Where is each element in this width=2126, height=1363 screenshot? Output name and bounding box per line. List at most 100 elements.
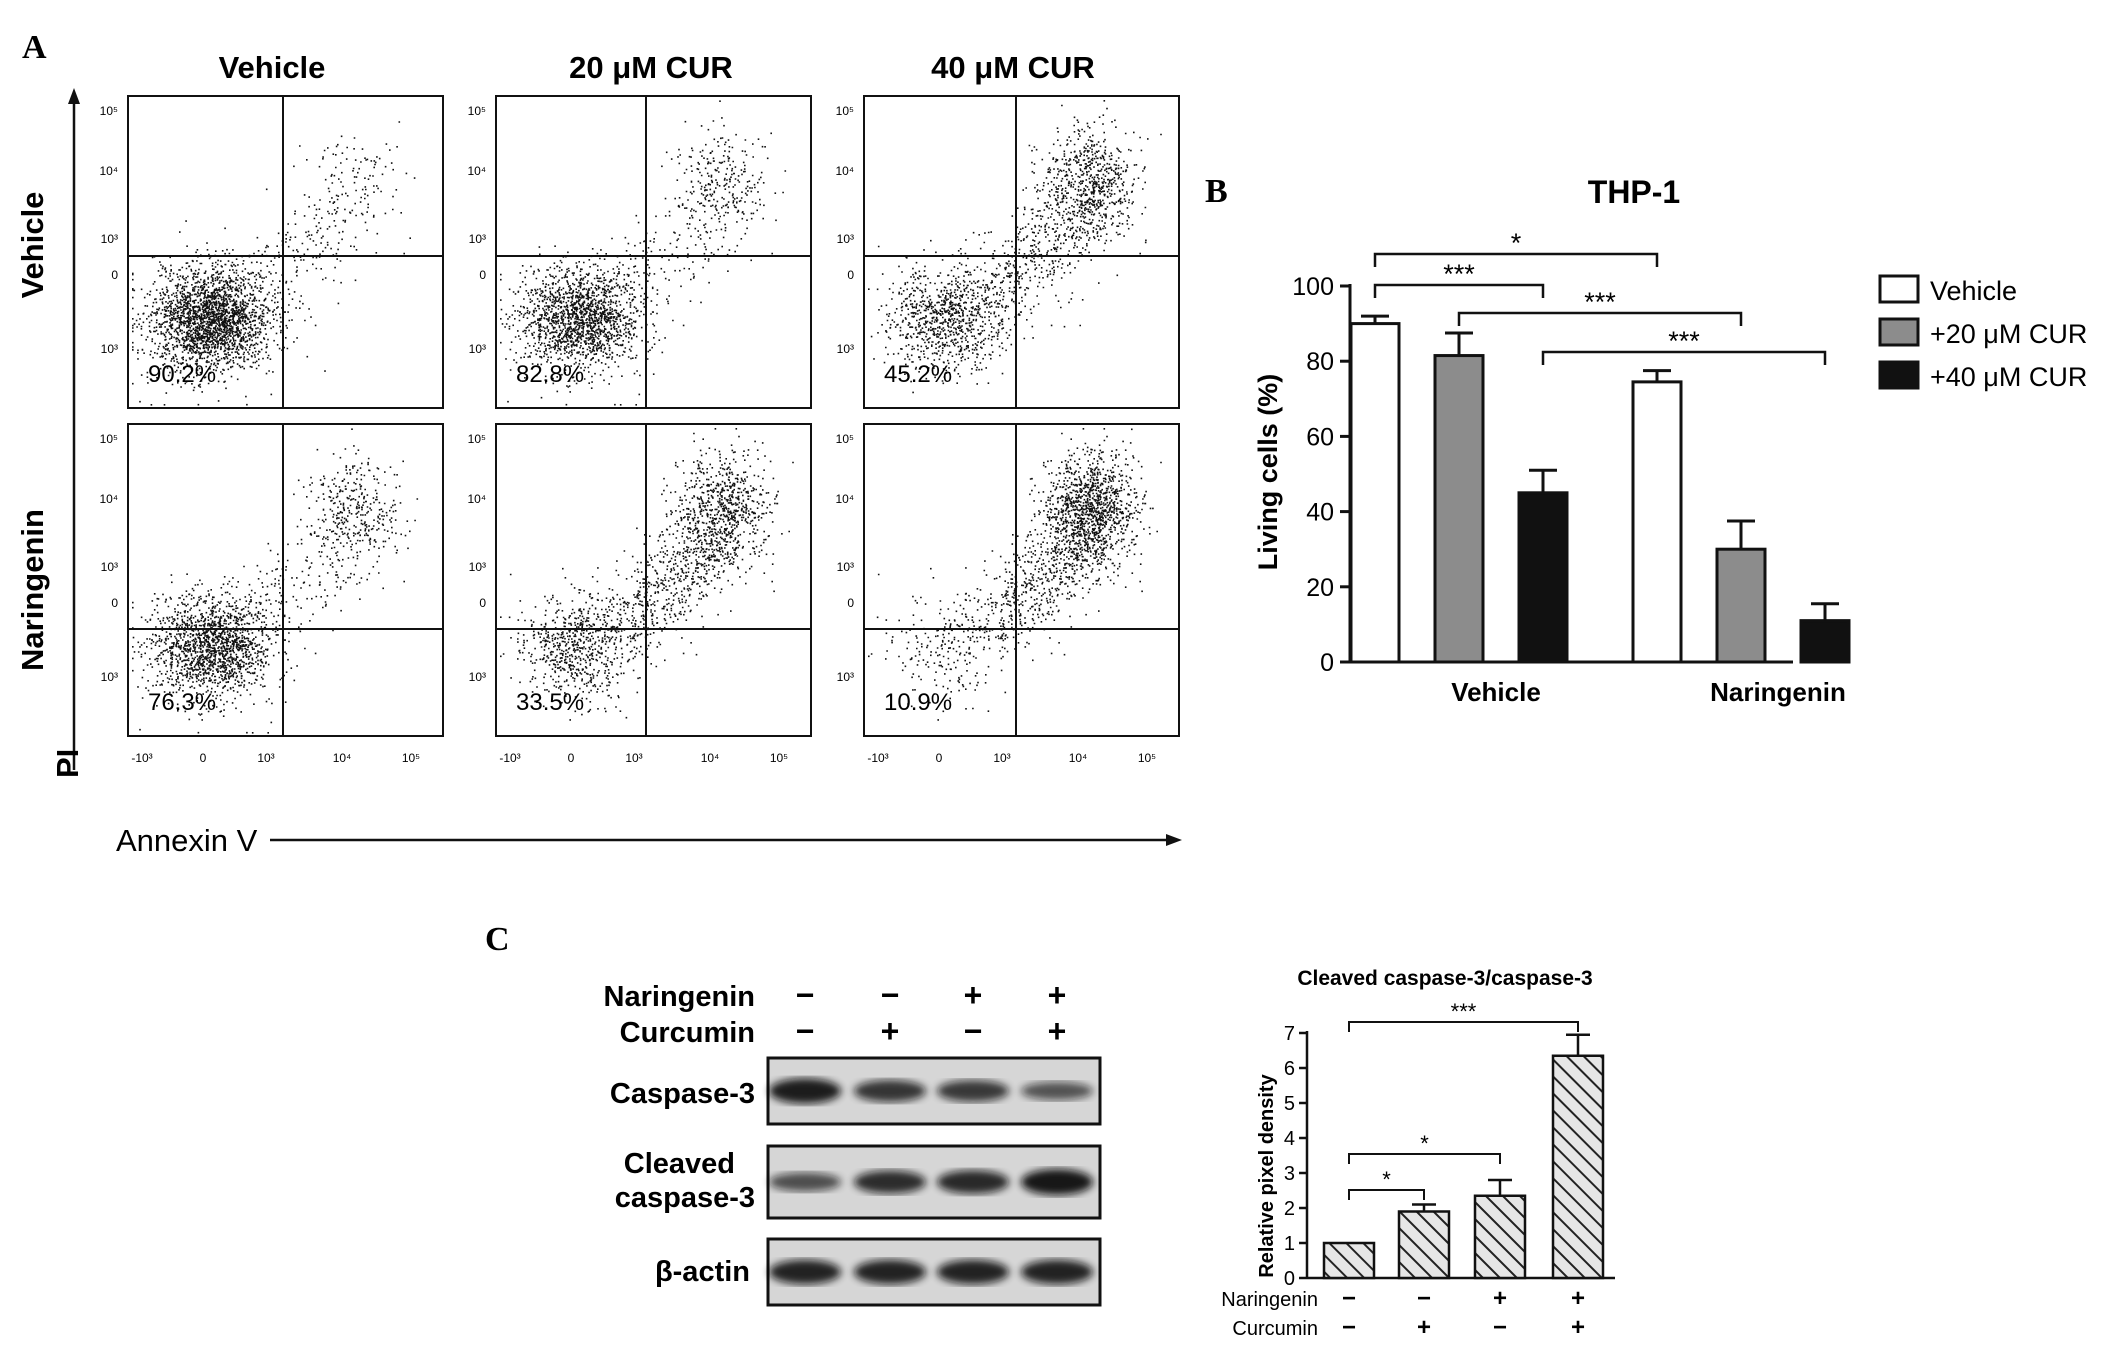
percentage-label: 45.2% <box>884 361 952 388</box>
legend-label: +20 μM CUR <box>1930 319 2087 349</box>
treatment-row-label: Curcumin <box>1232 1318 1318 1340</box>
y-tick-label: 10⁵ <box>100 104 118 118</box>
flow-plot-1-2: 10⁵ 10⁴ 10³ 0 10³ -10³ 0 10³ 10⁴ 10⁵ 10.9% <box>835 423 1180 765</box>
chart-b-title: THP-1 <box>1588 174 1680 210</box>
y-tick-label: 10³ <box>469 232 486 246</box>
blot-band <box>769 1259 841 1285</box>
x-tick-label: 10⁴ <box>701 751 720 765</box>
band-label-cleaved-line1: Cleaved <box>624 1148 735 1180</box>
legend-swatch <box>1878 317 1920 347</box>
x-tick-label: 10³ <box>993 751 1010 765</box>
y-tick-label: 10³ <box>837 342 854 356</box>
plot-frame <box>127 95 444 409</box>
treatment-sign: + <box>964 977 983 1013</box>
living-cells-chart: THP-1 Living cells (%) 0 20 40 60 80 100 Vehic… <box>1253 174 2087 707</box>
percentage-label: 33.5% <box>516 689 584 716</box>
blot-strip-cleaved <box>766 1144 1102 1220</box>
chart-b-legend: Vehicle +20 μM CUR +40 μM CUR <box>1878 274 2087 392</box>
percentage-label: 10.9% <box>884 689 952 716</box>
blot-band <box>937 1259 1009 1285</box>
treatment-row-label: Naringenin <box>604 981 755 1013</box>
y-tick-label: 10⁵ <box>468 104 486 118</box>
blot-strip-actin <box>766 1237 1102 1307</box>
significance-label: *** <box>1443 259 1475 289</box>
band-label-cleaved-line2: caspase-3 <box>615 1182 755 1214</box>
y-tick-label: 10⁴ <box>467 492 486 506</box>
treatment-sign: − <box>1342 1314 1356 1341</box>
legend-swatch <box>1878 360 1920 390</box>
bar <box>1473 1194 1527 1280</box>
y-tick-label: 80 <box>1306 348 1334 376</box>
treatment-sign: + <box>1048 977 1067 1013</box>
panel-label-c: C <box>485 921 510 958</box>
y-tick-label: 10⁵ <box>836 432 854 446</box>
legend-label: Vehicle <box>1930 276 2017 306</box>
treatment-sign: + <box>1417 1314 1431 1341</box>
scatter-dots <box>868 428 1162 721</box>
significance-label: * <box>1420 1131 1429 1156</box>
legend-label: +40 μM CUR <box>1930 362 2087 392</box>
y-tick-label: 10⁴ <box>835 164 854 178</box>
chart-b-significance: ********** <box>1373 228 1827 365</box>
blot-band <box>937 1080 1009 1102</box>
treatment-sign: − <box>796 1013 815 1049</box>
x-tick-label: 10⁵ <box>1138 751 1156 765</box>
x-tick-label: 10⁵ <box>402 751 420 765</box>
pi-axis-label: PI <box>50 749 85 778</box>
flow-plot-1-0: 10⁵ 10⁴ 10³ 0 10³ -10³ 0 10³ 10⁴ 10⁵ 76.3% <box>99 423 444 765</box>
bar <box>1715 547 1767 664</box>
plot-frame <box>863 95 1180 409</box>
significance-bracket <box>1373 252 1659 267</box>
band-label-caspase3: Caspase-3 <box>610 1078 755 1110</box>
scatter-dots <box>500 100 787 406</box>
x-tick-label: -10³ <box>131 751 152 765</box>
y-tick-label: 5 <box>1284 1093 1295 1115</box>
caspase-ratio-chart: Cleaved caspase-3/caspase-3 Relative pix… <box>1221 967 1615 1341</box>
y-tick-label: 3 <box>1284 1163 1295 1185</box>
treatment-sign: − <box>796 977 815 1013</box>
y-tick-label: 10³ <box>837 560 854 574</box>
treatment-sign: − <box>1417 1285 1431 1312</box>
y-tick-label: 0 <box>111 596 118 610</box>
y-tick-label: 6 <box>1284 1058 1295 1080</box>
y-tick-label: 60 <box>1306 423 1334 451</box>
chart-b-axes: 0 20 40 60 80 100 Vehicle Naringenin <box>1292 273 1846 707</box>
bar <box>1433 354 1485 664</box>
bar <box>1551 1054 1605 1280</box>
significance-label: * <box>1511 228 1522 258</box>
col-header-40um: 40 μM CUR <box>931 50 1095 85</box>
chart-c-significance: ***** <box>1348 999 1579 1200</box>
y-tick-label: 0 <box>1284 1268 1295 1290</box>
y-tick-label: 40 <box>1306 499 1334 527</box>
y-tick-label: 0 <box>479 268 486 282</box>
treatment-row-label: Naringenin <box>1221 1289 1318 1311</box>
chart-b-ylabel: Living cells (%) <box>1253 374 1283 571</box>
scatter-dots <box>132 121 416 406</box>
y-tick-label: 10³ <box>469 670 486 684</box>
plot-frame <box>495 95 812 409</box>
y-tick-label: 0 <box>1320 649 1334 677</box>
band-label-beta-actin: β-actin <box>655 1256 750 1288</box>
y-tick-label: 10⁵ <box>836 104 854 118</box>
y-tick-label: 10³ <box>837 670 854 684</box>
flow-plot-1-1: 10⁵ 10⁴ 10³ 0 10³ -10³ 0 10³ 10⁴ 10⁵ 33.5% <box>467 423 812 765</box>
x-tick-label: -10³ <box>867 751 888 765</box>
y-tick-label: 0 <box>111 268 118 282</box>
blot-band <box>1021 1082 1093 1100</box>
blot-band <box>854 1259 926 1285</box>
scatter-dots <box>500 428 794 721</box>
y-tick-label: 10³ <box>469 342 486 356</box>
y-tick-label: 2 <box>1284 1198 1295 1220</box>
significance-bracket <box>1373 283 1545 298</box>
y-tick-label: 10³ <box>469 560 486 574</box>
significance-label: *** <box>1451 999 1477 1024</box>
significance-bracket <box>1457 311 1743 326</box>
treatment-sign: − <box>964 1013 983 1049</box>
bar <box>1349 322 1401 664</box>
row-header-vehicle: Vehicle <box>15 192 50 299</box>
western-blot: Naringenin − − + +Curcumin − + − +Caspase-3Cleav… <box>604 977 1102 1307</box>
y-tick-label: 100 <box>1292 273 1334 301</box>
